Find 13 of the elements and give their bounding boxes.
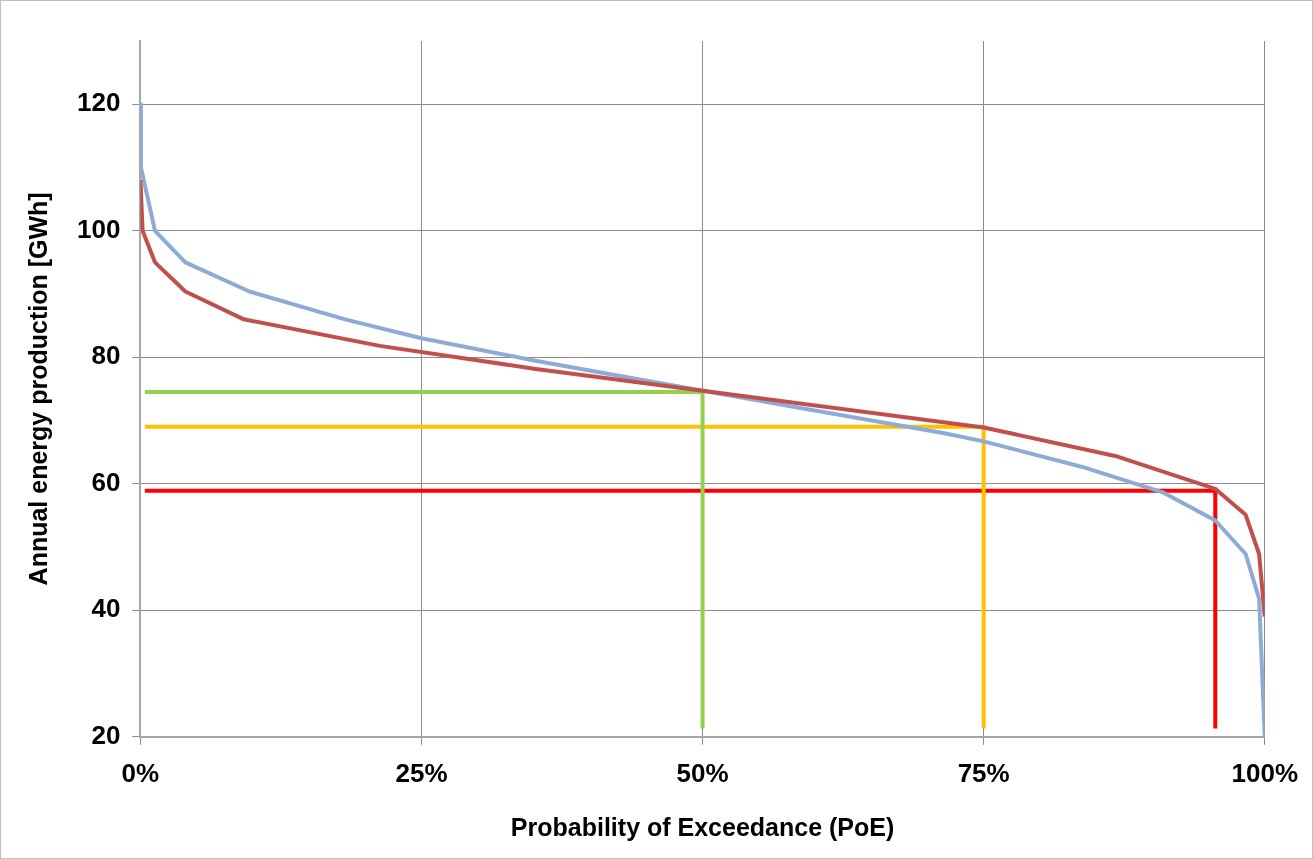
y-tick-label: 80 [91,340,121,371]
y-axis-title: Annual energy production [GWh] [23,192,52,586]
x-axis-title: Probability of Exceedance (PoE) [510,812,895,841]
x-tick-label: 100% [1231,757,1298,788]
y-tick-label: 60 [91,466,121,497]
y-tick-label: 120 [76,87,121,118]
x-tick-label: 25% [395,757,448,788]
y-tick-label: 20 [91,719,121,750]
x-tick-label: 50% [676,757,729,788]
y-tick-label: 40 [91,593,121,624]
x-tick-label: 75% [957,757,1010,788]
y-tick-label: 100 [76,213,121,244]
x-tick-label: 0% [121,757,160,788]
